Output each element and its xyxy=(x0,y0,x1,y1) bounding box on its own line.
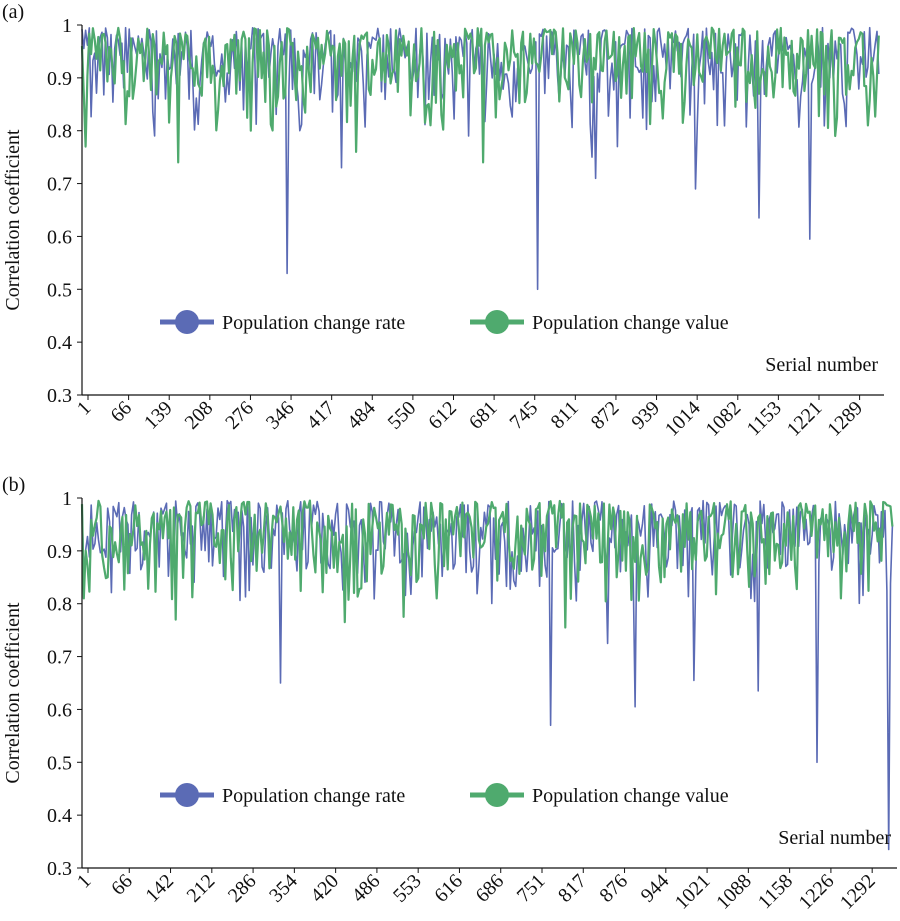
legend-label: Population change rate xyxy=(222,312,405,334)
y-tick-label: 0.7 xyxy=(47,174,72,196)
x-tick-label: 286 xyxy=(224,870,261,907)
x-tick-label: 66 xyxy=(106,397,136,427)
y-axis-label: Correlation coefficient xyxy=(2,129,24,311)
legend-label: Population change value xyxy=(532,312,729,334)
y-tick-label: 0.4 xyxy=(47,332,72,354)
x-tick-label: 1292 xyxy=(836,870,880,914)
x-tick-label: 944 xyxy=(637,870,674,907)
y-axis-label: Correlation coefficient xyxy=(2,602,24,784)
legend-marker xyxy=(485,310,509,334)
x-tick-label: 1082 xyxy=(701,397,745,441)
y-tick-label: 0.8 xyxy=(47,121,72,143)
x-tick-label: 686 xyxy=(471,870,508,907)
x-tick-label: 212 xyxy=(183,870,220,907)
y-tick-label: 0.5 xyxy=(47,752,72,774)
x-tick-label: 681 xyxy=(465,397,502,434)
legend-marker xyxy=(175,310,199,334)
x-tick-label: 553 xyxy=(389,870,426,907)
series-line-population-change-value xyxy=(80,499,894,629)
legend-label: Population change value xyxy=(532,785,729,807)
legend-marker xyxy=(485,783,509,807)
x-tick-label: 550 xyxy=(384,397,421,434)
legend-label: Population change rate xyxy=(222,785,405,807)
x-tick-label: 1014 xyxy=(661,397,705,441)
x-tick-label: 751 xyxy=(513,870,550,907)
y-tick-label: 0.3 xyxy=(47,385,72,407)
x-tick-label: 1221 xyxy=(783,397,827,441)
x-tick-label: 1289 xyxy=(823,397,867,441)
y-tick-label: 0.6 xyxy=(47,699,72,721)
x-tick-label: 1088 xyxy=(712,870,756,914)
x-tick-label: 616 xyxy=(430,870,467,907)
x-tick-label: 66 xyxy=(107,870,137,900)
x-tick-label: 417 xyxy=(302,397,339,434)
y-tick-label: 0.7 xyxy=(47,647,72,669)
y-tick-label: 0.9 xyxy=(47,541,72,563)
x-tick-label: 939 xyxy=(627,397,664,434)
x-tick-label: 1021 xyxy=(671,870,715,914)
x-tick-label: 142 xyxy=(141,870,178,907)
series-line-population-change-rate xyxy=(81,26,880,291)
x-tick-label: 811 xyxy=(547,397,583,433)
panel-label: (b) xyxy=(2,474,25,496)
x-tick-label: 486 xyxy=(348,870,385,907)
x-axis-label: Serial number xyxy=(778,827,891,849)
x-tick-label: 612 xyxy=(424,397,461,434)
y-tick-label: 0.9 xyxy=(47,68,72,90)
chart-panel-a: (a) Correlation coefficient 0.3 0.4 0.5 0.6 0.… xyxy=(2,1,884,441)
x-tick-label: 817 xyxy=(554,870,591,907)
x-tick-label: 876 xyxy=(595,870,632,907)
x-tick-label: 1 xyxy=(73,397,96,420)
x-tick-label: 139 xyxy=(140,397,177,434)
x-tick-label: 354 xyxy=(265,870,302,907)
x-tick-label: 872 xyxy=(587,397,624,434)
series-line-population-change-rate xyxy=(81,499,894,851)
legend-marker xyxy=(175,783,199,807)
x-tick-label: 745 xyxy=(505,397,542,434)
x-axis-label: Serial number xyxy=(765,354,878,376)
y-tick-label: 0.3 xyxy=(47,858,72,880)
y-tick-label: 0.5 xyxy=(47,279,72,301)
x-tick-label: 1226 xyxy=(795,870,839,914)
y-tick-label: 1 xyxy=(62,488,72,510)
series-line-population-change-value xyxy=(80,26,880,164)
x-tick-label: 484 xyxy=(343,397,380,434)
x-tick-label: 208 xyxy=(181,397,218,434)
x-tick-label: 276 xyxy=(221,397,258,434)
y-tick-label: 0.8 xyxy=(47,594,72,616)
x-tick-label: 1 xyxy=(73,870,96,893)
y-tick-label: 1 xyxy=(62,15,72,37)
panel-label: (a) xyxy=(2,1,24,23)
chart-panel-b: (b) Correlation coefficient 0.3 0.4 0.5 0.6 0.… xyxy=(2,474,897,914)
x-tick-label: 1153 xyxy=(743,397,786,440)
x-tick-label: 1158 xyxy=(754,870,797,913)
y-tick-label: 0.4 xyxy=(47,805,72,827)
x-tick-label: 346 xyxy=(262,397,299,434)
x-tick-label: 420 xyxy=(306,870,343,907)
legend: Population change rate Population change … xyxy=(160,783,729,807)
legend: Population change rate Population change … xyxy=(160,310,729,334)
y-tick-label: 0.6 xyxy=(47,226,72,248)
